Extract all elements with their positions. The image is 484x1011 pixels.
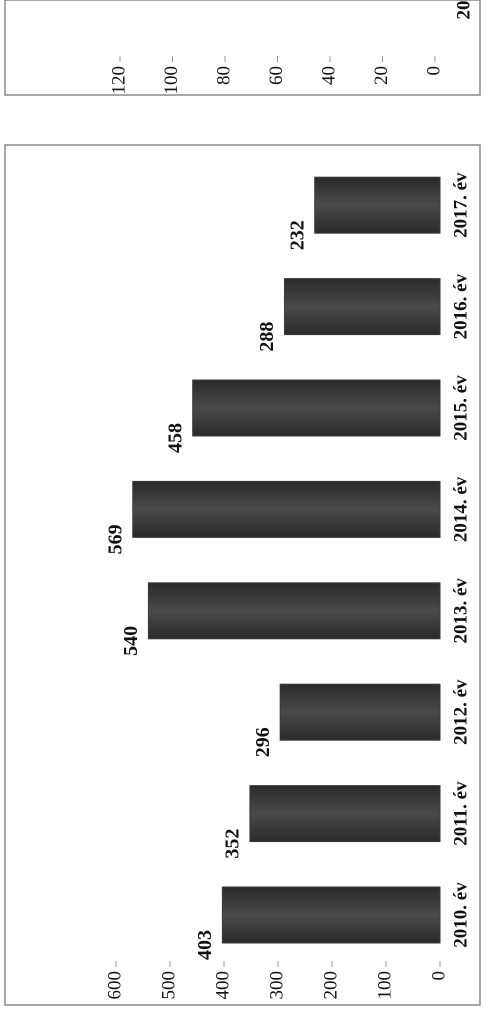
y-tick-label: 100 xyxy=(161,66,182,95)
x-tick-label: 2012. év xyxy=(450,679,471,745)
y-tick-label: 200 xyxy=(320,971,341,1000)
x-tick-label: 2013. év xyxy=(450,578,471,644)
bar xyxy=(147,582,441,640)
y-tick-label: 600 xyxy=(104,971,125,1000)
x-tick-label: 2011. év xyxy=(450,781,471,846)
main-frame xyxy=(4,144,481,1006)
x-tick-label: 2016. év xyxy=(450,273,471,339)
y-tick-label: 80 xyxy=(213,66,234,85)
second-frame xyxy=(4,0,481,96)
bar xyxy=(279,683,441,741)
x-tick-label: 2014. év xyxy=(450,476,471,542)
y-tick-label: 20 xyxy=(371,66,392,85)
value-label: 458 xyxy=(164,423,186,453)
second-chart: 0 20 40 60 80 100 120 20 xyxy=(108,1,474,95)
value-label: 403 xyxy=(194,930,216,960)
y-tick-label: 40 xyxy=(318,66,339,85)
bar xyxy=(249,785,441,843)
y-tick-label: 60 xyxy=(266,66,287,85)
bar xyxy=(192,379,441,437)
bar xyxy=(132,480,441,538)
bar xyxy=(314,176,441,234)
value-label: 296 xyxy=(252,727,274,757)
y-tick-label: 400 xyxy=(212,971,233,1000)
x-tick-label: 2010. év xyxy=(450,882,471,948)
bar xyxy=(221,886,441,944)
main-chart: 0 100 200 300 400 500 600 2010. év 403 2011. év 35… xyxy=(104,172,471,1000)
y-tick-label: 120 xyxy=(108,66,129,95)
value-label: 352 xyxy=(222,829,244,859)
y-tick-label: 0 xyxy=(428,971,449,981)
y-tick-label: 300 xyxy=(266,971,287,1000)
bar xyxy=(283,278,441,336)
x-tick-label: 2015. év xyxy=(450,375,471,441)
y-tick-label: 100 xyxy=(374,971,395,1000)
x-tick-label: 2017. év xyxy=(450,172,471,238)
y-tick-label: 500 xyxy=(158,971,179,1000)
value-label: 569 xyxy=(104,524,126,554)
value-label: 288 xyxy=(256,322,278,352)
x-tick-label: 20 xyxy=(453,1,474,20)
value-label: 232 xyxy=(286,220,308,250)
y-tick-label: 0 xyxy=(423,66,444,76)
value-label: 540 xyxy=(120,626,142,656)
